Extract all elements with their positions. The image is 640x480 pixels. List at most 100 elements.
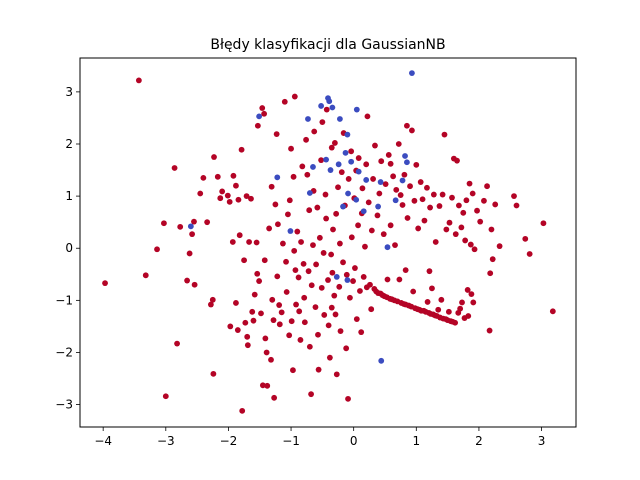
data-point [329, 269, 336, 276]
data-point [321, 312, 328, 318]
data-point [421, 217, 428, 224]
x-tick-label: −4 [94, 434, 112, 448]
data-point [197, 190, 204, 197]
data-point [362, 243, 368, 250]
data-point [455, 202, 462, 209]
data-point [177, 223, 184, 230]
data-point [328, 304, 335, 311]
data-point [288, 318, 295, 325]
data-point [259, 382, 266, 389]
data-point [540, 220, 547, 227]
data-point [281, 98, 288, 105]
data-point [189, 231, 196, 238]
data-point [171, 165, 178, 171]
data-point [263, 349, 270, 356]
data-point [318, 157, 325, 164]
y-tick-label: 2 [65, 137, 73, 151]
data-point [331, 140, 338, 146]
data-point [481, 197, 487, 204]
data-point [353, 106, 360, 113]
data-point [266, 225, 273, 232]
data-point [227, 323, 234, 330]
data-point [274, 273, 281, 280]
data-point [280, 240, 286, 247]
data-point [365, 199, 372, 206]
x-tick-label: 3 [538, 434, 546, 448]
data-point [344, 277, 351, 283]
points-layer [102, 70, 556, 414]
data-point [238, 146, 245, 153]
data-point [464, 287, 471, 293]
data-point [411, 197, 418, 204]
data-point [261, 257, 268, 264]
x-tick-label: −2 [220, 434, 238, 448]
data-point [345, 395, 351, 402]
data-point [306, 343, 313, 350]
data-point [452, 231, 459, 238]
data-point [254, 270, 261, 277]
data-point [312, 304, 319, 311]
data-point [323, 215, 330, 222]
data-point [328, 251, 335, 258]
data-point [209, 296, 216, 303]
data-point [248, 195, 254, 202]
data-point [243, 193, 250, 200]
data-point [271, 394, 278, 401]
data-point [402, 267, 409, 274]
data-point [211, 154, 217, 160]
data-point [300, 260, 307, 267]
data-point [316, 234, 323, 241]
data-point [340, 259, 346, 266]
data-point [380, 231, 387, 238]
data-point [360, 274, 367, 280]
data-point [511, 193, 517, 200]
data-point [184, 277, 190, 284]
data-point [343, 345, 350, 352]
data-point [460, 209, 467, 216]
data-point [268, 356, 274, 363]
data-point [348, 158, 355, 165]
data-point [397, 192, 404, 198]
data-point [390, 173, 397, 180]
data-point [463, 197, 470, 204]
data-point [462, 237, 469, 244]
data-point [308, 391, 314, 398]
data-point [154, 246, 160, 253]
data-point [340, 203, 346, 210]
x-tick-label: −3 [157, 434, 175, 448]
data-point [229, 239, 236, 245]
data-point [387, 160, 394, 167]
data-point [250, 317, 257, 324]
data-point [270, 317, 277, 324]
data-point [526, 251, 533, 257]
data-point [382, 181, 389, 188]
data-point [244, 333, 251, 340]
data-point [235, 196, 242, 203]
data-point [376, 190, 383, 197]
data-point [357, 288, 363, 294]
data-point [254, 122, 261, 129]
data-point [374, 212, 381, 219]
data-point [404, 122, 410, 129]
data-point [454, 157, 460, 164]
data-point [370, 176, 376, 182]
data-point [409, 127, 415, 134]
data-point [355, 155, 362, 161]
data-point [329, 104, 336, 111]
data-point [283, 289, 290, 295]
data-point [470, 299, 477, 306]
data-point [378, 158, 385, 165]
data-point [293, 301, 299, 308]
data-point [441, 131, 448, 138]
data-point [372, 142, 378, 149]
data-point [264, 382, 271, 389]
data-point [392, 197, 399, 204]
data-point [174, 340, 180, 347]
data-point [330, 226, 336, 233]
data-point [404, 159, 410, 166]
data-point [352, 265, 358, 271]
data-point [364, 113, 371, 120]
data-point [489, 256, 496, 263]
x-tick-label: −1 [282, 434, 300, 448]
data-point [492, 201, 499, 208]
